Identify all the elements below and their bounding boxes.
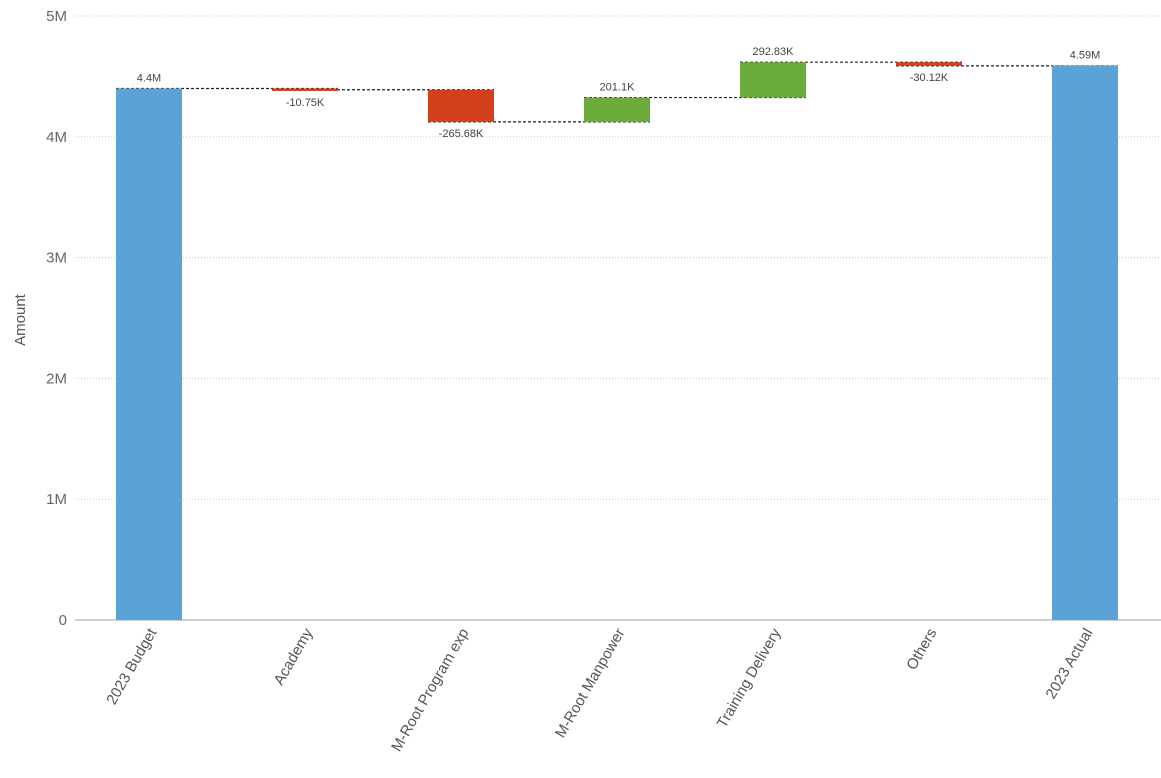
x-axis-ticks: 2023 Budget Academy M-Root Program exp M-Ro… (103, 625, 1096, 755)
data-labels: 4.4M -10.75K -265.68K 201.1K 292.83K -30.12K 4… (137, 46, 1101, 140)
bars (116, 62, 1118, 621)
y-tick-label: 0 (59, 612, 67, 629)
data-label: 4.4M (137, 72, 161, 84)
bar (272, 88, 338, 91)
x-tick-label: Training Delivery (714, 625, 785, 731)
data-label: -30.12K (910, 72, 949, 84)
bar (740, 62, 806, 98)
gridlines (75, 15, 1161, 621)
x-tick-label: Academy (270, 625, 316, 688)
bar (584, 97, 650, 122)
x-tick-label: M-Root Program exp (388, 626, 472, 755)
y-tick-label: 3M (46, 250, 67, 267)
bar (116, 88, 182, 621)
bar (1052, 65, 1118, 620)
x-tick-label: Others (903, 626, 940, 673)
x-tick-label: 2023 Budget (103, 625, 161, 708)
bar (896, 62, 962, 66)
data-label: -10.75K (286, 97, 325, 109)
data-label: 201.1K (600, 82, 636, 94)
y-tick-label: 5M (46, 8, 67, 25)
y-tick-label: 1M (46, 491, 67, 508)
data-label: 292.83K (753, 46, 795, 58)
x-tick-label: M-Root Manpower (552, 626, 628, 741)
y-axis-title: Amount (12, 293, 29, 346)
data-label: -265.68K (439, 128, 484, 140)
y-tick-label: 2M (46, 370, 67, 387)
data-label: 4.59M (1070, 50, 1101, 62)
y-axis-ticks: 0 1M 2M 3M 4M 5M (46, 8, 67, 629)
bar (428, 89, 494, 122)
x-tick-label: 2023 Actual (1043, 626, 1097, 702)
y-tick-label: 4M (46, 129, 67, 146)
